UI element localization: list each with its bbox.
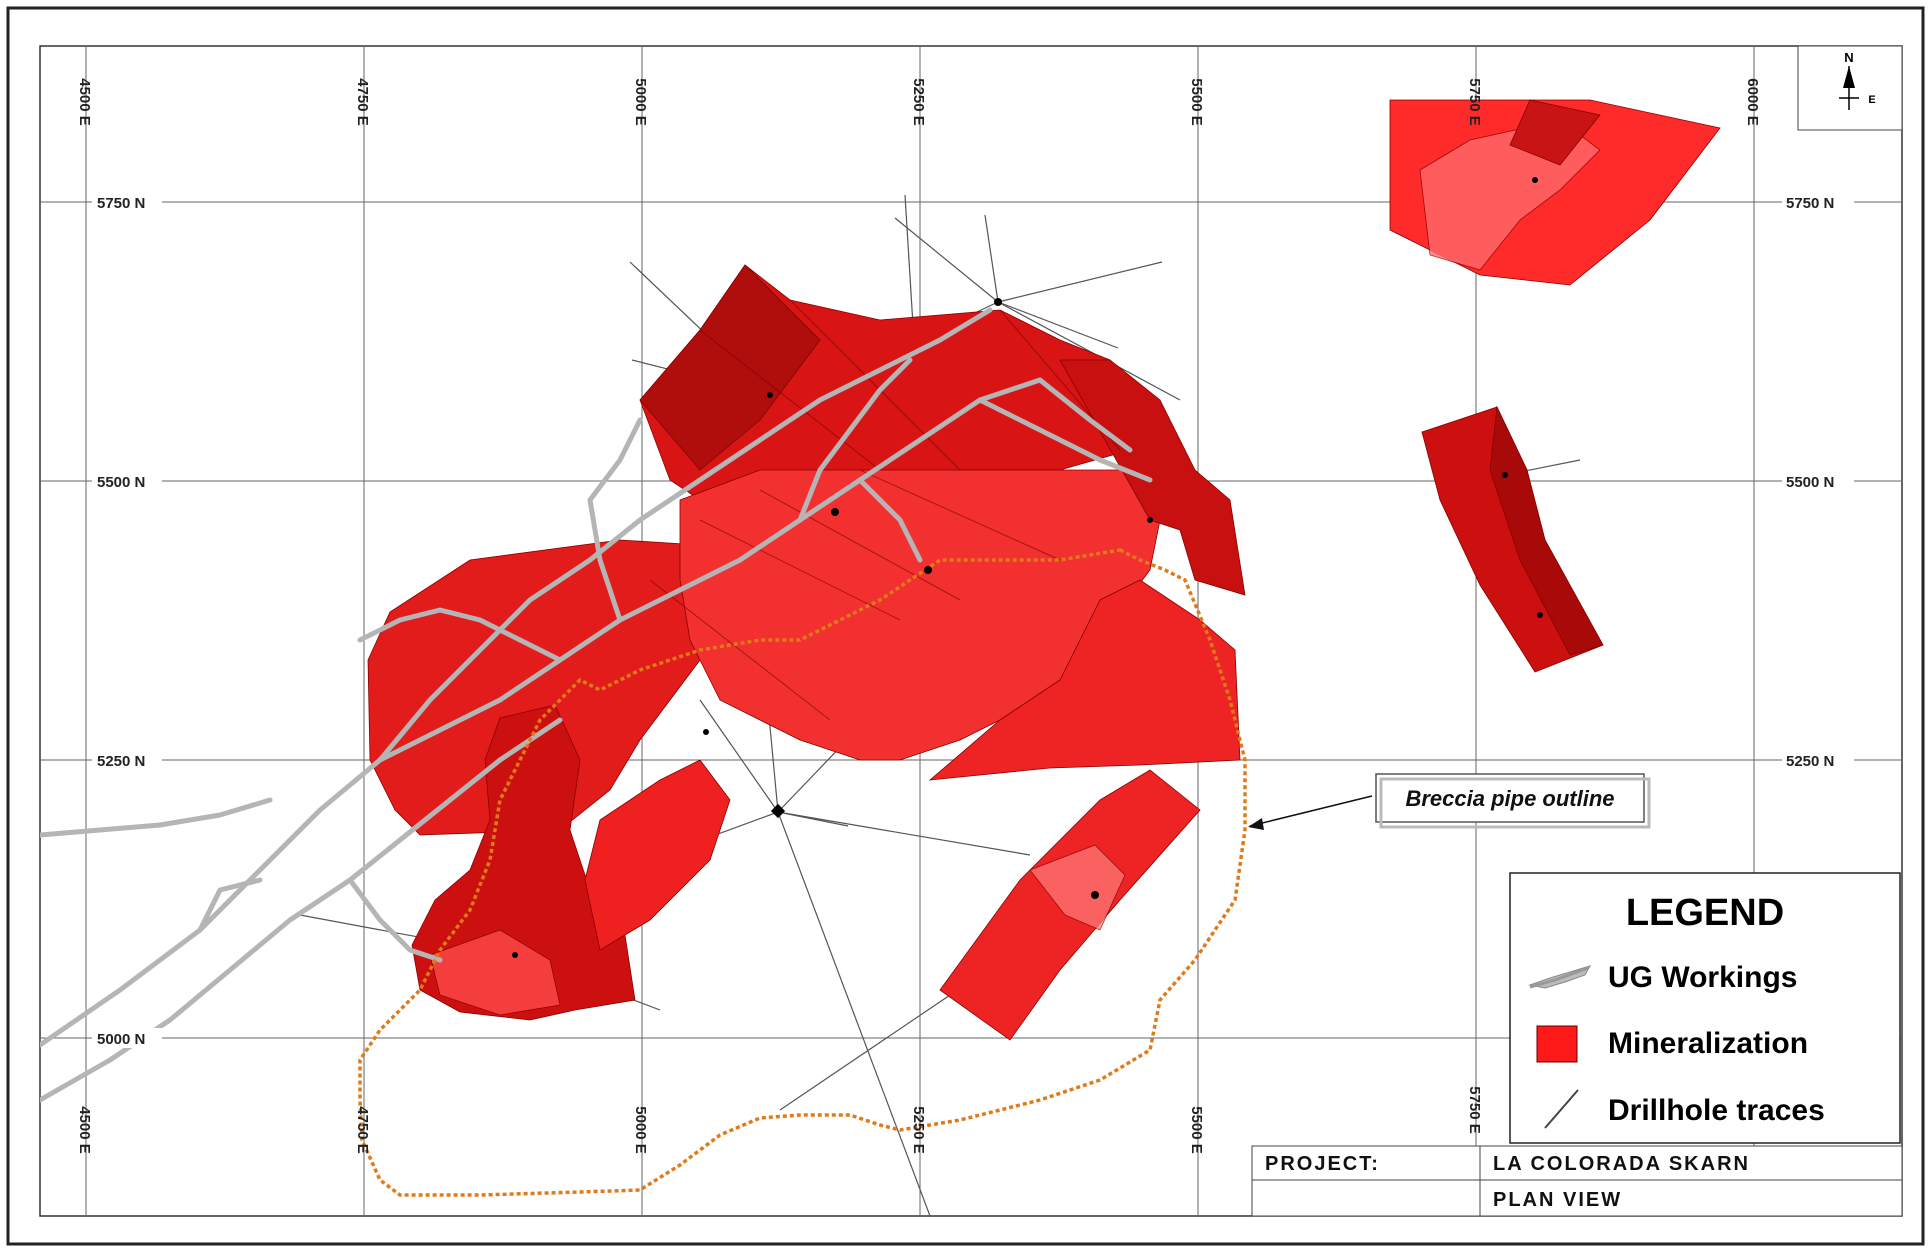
project-name: LA COLORADA SKARN [1493, 1153, 1750, 1175]
easting-label: 5500 E [1188, 78, 1205, 126]
ug-workings-icon [1528, 965, 1592, 989]
title-block: PROJECT: LA COLORADA SKARN PLAN VIEW [1251, 1145, 1903, 1217]
north-arrow-e-label: E [1868, 94, 1875, 106]
easting-labels-bottom: 4500 E 4750 E 5000 E 5250 E 5500 E 5750 … [76, 1086, 1483, 1154]
northing-label: 5750 N [1786, 195, 1834, 212]
northing-label: 5500 N [1786, 474, 1834, 491]
north-arrow: N E [1797, 45, 1903, 131]
easting-label: 4500 E [76, 1106, 93, 1154]
easting-label: 5250 E [910, 1106, 927, 1154]
breccia-callout-label: Breccia pipe outline [1405, 786, 1614, 811]
legend-title: LEGEND [1626, 892, 1784, 934]
easting-label: 5750 E [1466, 78, 1483, 126]
breccia-callout: Breccia pipe outline [1248, 773, 1651, 830]
northing-label: 5750 N [97, 195, 145, 212]
legend-item-mineralization: Mineralization [1608, 1027, 1808, 1060]
easting-label: 4750 E [354, 1106, 371, 1154]
legend: LEGEND UG Workings Mineralization Drillh… [1509, 872, 1901, 1144]
view-name: PLAN VIEW [1493, 1189, 1622, 1211]
drillhole-icon [1544, 1089, 1579, 1129]
easting-label: 5000 E [632, 1106, 649, 1154]
easting-labels-top: 4500 E 4750 E 5000 E 5250 E 5500 E 5750 … [76, 78, 1761, 126]
easting-label: 5750 E [1466, 1086, 1483, 1134]
northing-label: 5250 N [97, 753, 145, 770]
easting-label: 6000 E [1744, 78, 1761, 126]
easting-label: 4500 E [76, 78, 93, 126]
northing-labels-left: 5750 N 5500 N 5250 N 5000 N [92, 192, 162, 1048]
northing-labels-right: 5750 N 5500 N 5250 N [1782, 192, 1854, 770]
easting-label: 5000 E [632, 78, 649, 126]
northing-label: 5250 N [1786, 753, 1834, 770]
easting-label: 5500 E [1188, 1106, 1205, 1154]
northing-label: 5500 N [97, 474, 145, 491]
project-label: PROJECT: [1265, 1153, 1380, 1175]
drill-collars [512, 177, 1543, 958]
easting-label: 4750 E [354, 78, 371, 126]
breccia-pipe-outline [358, 548, 1247, 1197]
easting-label: 5250 E [910, 78, 927, 126]
north-arrow-n-label: N [1844, 50, 1853, 65]
legend-item-drillhole-traces: Drillhole traces [1608, 1094, 1825, 1127]
mineralization-swatch [1536, 1025, 1578, 1063]
legend-item-ug-workings: UG Workings [1608, 961, 1797, 994]
northing-label: 5000 N [97, 1031, 145, 1048]
